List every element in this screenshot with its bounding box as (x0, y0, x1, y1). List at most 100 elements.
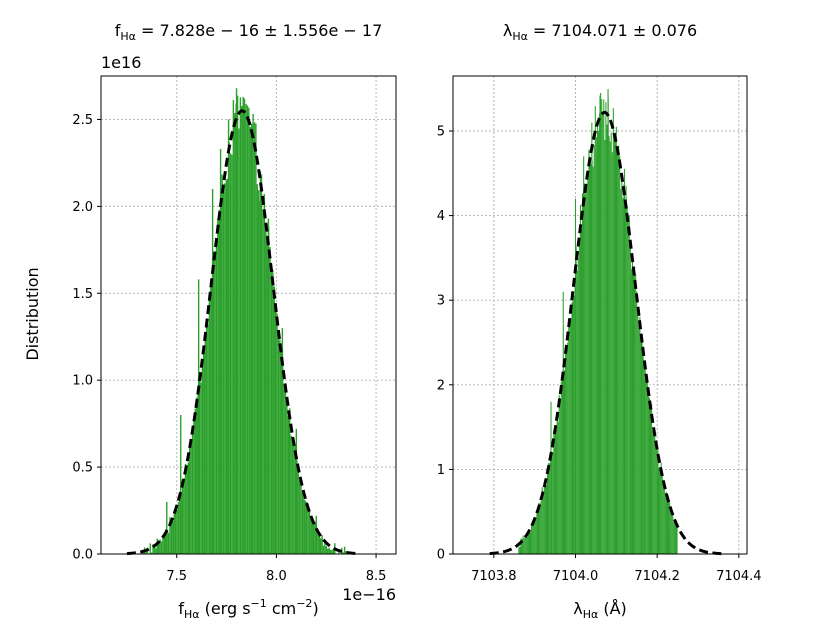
histogram-bar (305, 501, 308, 554)
histogram-spike (591, 122, 593, 554)
x-tick-label: 8.0 (266, 569, 287, 584)
histogram-bar (188, 446, 191, 554)
histogram-bar (262, 209, 264, 554)
histogram-bar (537, 505, 539, 554)
histogram-bar (672, 513, 674, 554)
histogram-bar (613, 136, 615, 554)
histogram-bar (605, 102, 607, 554)
histogram-bar (284, 383, 287, 554)
histogram-bar (669, 502, 671, 554)
histogram-bar (260, 174, 263, 554)
histogram-bar (165, 529, 167, 554)
histogram-bar (566, 349, 568, 554)
histogram-bar (319, 538, 322, 554)
histogram-bar (626, 205, 628, 555)
histogram-bar (224, 183, 226, 554)
histogram-bar (265, 231, 267, 554)
shared-ylabel: Distribution (23, 267, 42, 360)
x-tick-label: 7104.0 (553, 569, 599, 584)
histogram-bar (525, 535, 527, 554)
histogram-bar (287, 416, 290, 554)
histogram-bar (205, 321, 208, 554)
histogram-spike (227, 119, 230, 555)
histogram-spike (251, 128, 254, 555)
histogram-bar (201, 359, 204, 554)
histogram-bar (609, 141, 611, 555)
histogram-bar (246, 105, 249, 555)
histogram-bar (236, 95, 239, 555)
histogram-bar (640, 338, 642, 554)
histogram-bar (596, 126, 598, 554)
histogram-bar (567, 342, 569, 554)
histogram-bar (543, 481, 545, 554)
histogram-bar (604, 140, 606, 554)
histogram-bar (638, 324, 640, 554)
histogram-spike (180, 414, 182, 554)
histogram-bar (611, 152, 613, 554)
histogram-bar (277, 337, 280, 554)
histogram-bar (541, 487, 543, 554)
histogram-bar (207, 324, 209, 554)
histogram-bar (269, 247, 271, 554)
axes-frame (452, 75, 748, 555)
histogram-spike (550, 401, 552, 554)
panel-title: fHα = 7.828e − 16 ± 1.556e − 17 (115, 21, 383, 43)
histogram-bar (343, 546, 346, 554)
histogram-bar (225, 179, 228, 554)
histogram-bar (160, 541, 163, 554)
histogram-bar (242, 96, 244, 555)
histogram-bar (266, 235, 268, 555)
histogram-spike (267, 218, 270, 554)
histogram-bar (241, 105, 243, 555)
y-tick-label: 0 (437, 548, 445, 563)
histogram-bar (675, 523, 677, 554)
histogram-bar (526, 536, 528, 554)
histogram-bar (234, 112, 236, 554)
histogram-bar (332, 549, 335, 554)
histogram-bar (571, 302, 573, 554)
histogram-bar (554, 433, 556, 554)
histogram-bar (648, 397, 650, 554)
histogram-bar (327, 548, 329, 554)
histogram-bar (303, 498, 305, 554)
histogram-bar (521, 538, 523, 554)
histogram-bar (584, 183, 586, 554)
histogram-bar (585, 194, 587, 554)
histogram-bar (666, 496, 669, 554)
histogram-bar (563, 370, 566, 554)
histogram-bar (158, 542, 160, 554)
histogram-bar (519, 546, 521, 554)
histogram-bar (659, 468, 661, 554)
histogram-bar (524, 535, 526, 554)
y-tick-label: 1 (437, 463, 445, 478)
histogram-bar (559, 399, 561, 554)
histogram-spike (538, 503, 540, 554)
histogram-bar (643, 362, 645, 554)
panel-title: λHα = 7104.071 ± 0.076 (503, 21, 697, 43)
histogram-bar (664, 492, 666, 554)
histogram-bar (603, 99, 605, 555)
histogram-bars (138, 88, 347, 555)
histogram-spike (583, 156, 585, 554)
histogram-bar (608, 136, 610, 554)
histogram-bar (214, 253, 216, 554)
histogram-bar (641, 334, 643, 554)
histogram-bar (156, 538, 159, 554)
histogram-bar (179, 497, 181, 554)
histogram-bar (601, 99, 603, 554)
histogram-bar (632, 274, 635, 554)
histogram-bar (569, 319, 571, 554)
histogram-bars (518, 88, 678, 555)
histogram-bar (660, 462, 662, 554)
histogram-spike (630, 274, 632, 554)
histogram-bar (580, 229, 583, 555)
histogram-bar (540, 501, 542, 554)
histogram-bar (661, 472, 663, 554)
histogram-bar (200, 382, 202, 554)
histogram-bar (300, 484, 302, 554)
histogram-bar (612, 108, 614, 555)
histogram-bar (193, 419, 195, 554)
histogram-bar (530, 532, 532, 554)
histogram-bar (255, 123, 257, 554)
y-tick-label: 0.5 (72, 461, 93, 476)
